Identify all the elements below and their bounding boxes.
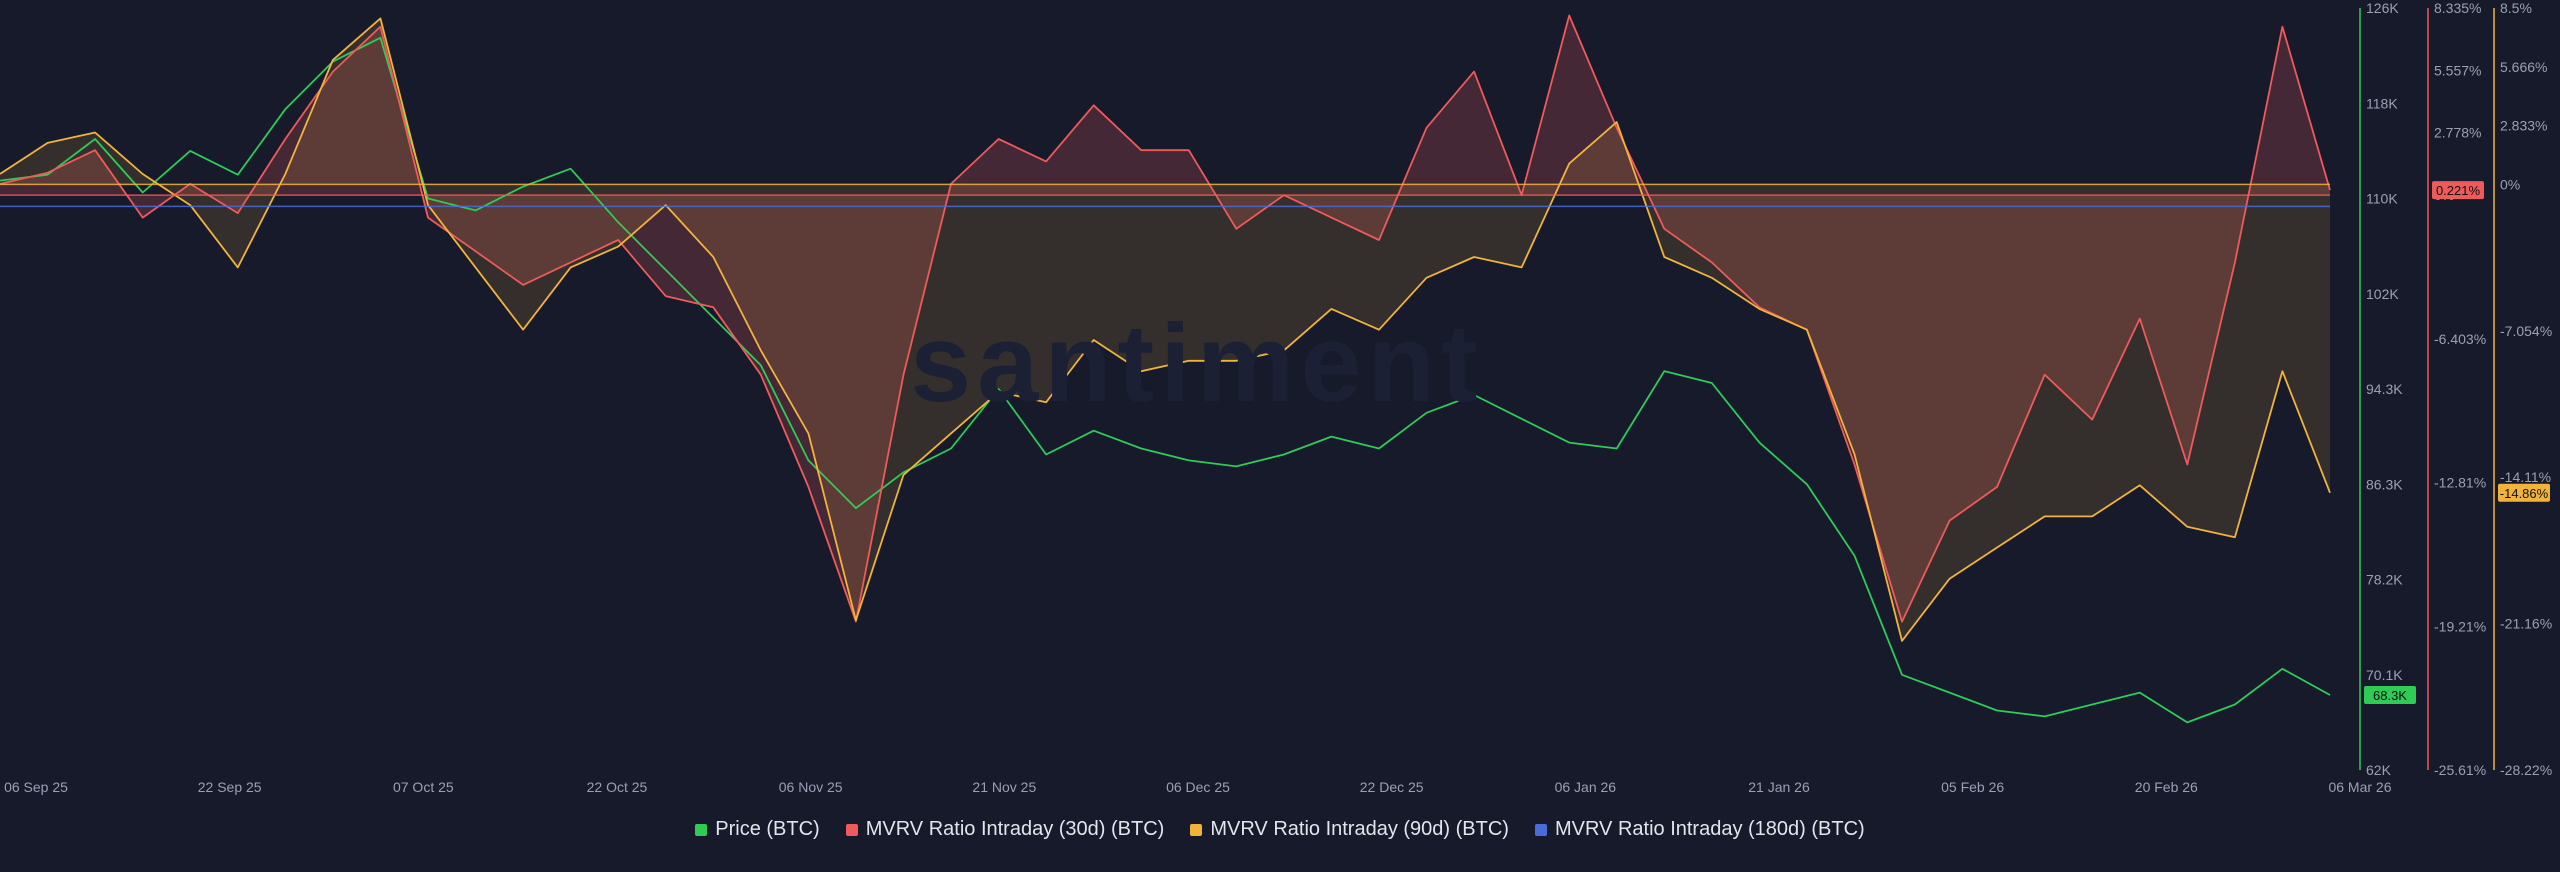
x-tick-label: 22 Sep 25 (198, 779, 262, 795)
legend-swatch (1534, 823, 1547, 836)
price-tick-label: 126K (2366, 0, 2399, 16)
x-tick-label: 06 Jan 26 (1555, 779, 1617, 795)
legend-label: Price (BTC) (715, 818, 820, 840)
legend-swatch (695, 823, 708, 836)
x-tick-label: 22 Oct 25 (587, 779, 648, 795)
legend-label: MVRV Ratio Intraday (90d) (BTC) (1210, 818, 1509, 840)
series-line-2 (0, 17, 2331, 642)
zero-reference-lines (0, 183, 2330, 208)
series-fills (0, 15, 2330, 641)
series-line-1 (0, 14, 2331, 623)
x-tick-label: 22 Dec 25 (1360, 779, 1424, 795)
x-tick-label: 20 Feb 26 (2135, 779, 2198, 795)
mvrv30-tick-label: -6.403% (2434, 331, 2486, 347)
legend-label: MVRV Ratio Intraday (180d) (BTC) (1554, 818, 1865, 840)
x-tick-label: 06 Nov 25 (779, 779, 843, 795)
mvrv30-current-badge-text: 0.221% (2436, 183, 2481, 198)
legend: Price (BTC) MVRV Ratio Intraday (30d) (BT… (0, 818, 2560, 841)
mvrv30-tick-label: 5.557% (2434, 62, 2481, 78)
current-value-badges: 68.3K 0.221% -14.86% (2364, 181, 2550, 704)
mvrv90-tick-label: 2.833% (2500, 118, 2547, 134)
mvrv90-tick-label: 0% (2500, 176, 2520, 192)
price-tick-label: 62K (2366, 762, 2392, 778)
mvrv90-tick-label: 8.5% (2500, 0, 2532, 16)
legend-item-0[interactable]: Price (BTC) (695, 818, 820, 841)
price-tick-label: 70.1K (2366, 667, 2403, 683)
price-current-badge-text: 68.3K (2373, 688, 2407, 703)
mvrv90-tick-label: 5.666% (2500, 59, 2547, 75)
mvrv30-tick-label: 8.335% (2434, 0, 2481, 16)
price-tick-label: 86.3K (2366, 476, 2403, 492)
series-fill-1 (0, 15, 2330, 622)
mvrv90-tick-label: -14.11% (2500, 469, 2551, 485)
price-tick-label: 94.3K (2366, 381, 2403, 397)
price-tick-label: 78.2K (2366, 572, 2403, 588)
legend-swatch (845, 823, 858, 836)
series-fill-2 (0, 18, 2330, 641)
mvrv30-tick-label: -19.21% (2434, 618, 2486, 634)
x-tick-label: 21 Jan 26 (1748, 779, 1810, 795)
x-tick-label: 06 Dec 25 (1166, 779, 1230, 795)
price-current-badge: 68.3K (2364, 685, 2416, 704)
mvrv30-current-badge: 0.221% (2432, 181, 2484, 200)
mvrv90-current-badge-text: -14.86% (2500, 486, 2549, 501)
mvrv90-tick-label: -28.22% (2500, 762, 2552, 778)
legend-label: MVRV Ratio Intraday (30d) (BTC) (865, 818, 1165, 840)
legend-swatch (1190, 823, 1203, 836)
series-lines (0, 14, 2331, 724)
axes: 126K 118K 110K 102K 94.3K 86.3K 78.2K 70.1K 62K 8… (2359, 0, 2552, 778)
x-tick-label: 21 Nov 25 (972, 779, 1036, 795)
mvrv90-tick-label: -7.054% (2500, 323, 2552, 339)
legend-item-1[interactable]: MVRV Ratio Intraday (30d) (BTC) (845, 818, 1165, 841)
mvrv30-tick-label: 2.778% (2434, 125, 2481, 141)
mvrv30-tick-label: -25.61% (2434, 762, 2486, 778)
mvrv30-tick-label: -12.81% (2434, 475, 2486, 491)
x-tick-label: 06 Mar 26 (2328, 779, 2391, 795)
x-tick-label: 06 Sep 25 (4, 779, 68, 795)
price-tick-label: 102K (2366, 286, 2399, 302)
series-line-0 (0, 36, 2331, 724)
price-tick-label: 110K (2366, 191, 2398, 207)
x-axis: 06 Sep 25 22 Sep 25 07 Oct 25 22 Oct 25 06 N… (4, 779, 2392, 795)
mvrv90-tick-label: -21.16% (2500, 615, 2552, 631)
legend-item-3[interactable]: MVRV Ratio Intraday (180d) (BTC) (1534, 818, 1865, 841)
x-tick-label: 07 Oct 25 (393, 779, 454, 795)
price-tick-label: 118K (2366, 95, 2398, 111)
x-tick-label: 05 Feb 26 (1941, 779, 2004, 795)
mvrv90-current-badge: -14.86% (2498, 483, 2550, 502)
legend-item-2[interactable]: MVRV Ratio Intraday (90d) (BTC) (1190, 818, 1509, 841)
